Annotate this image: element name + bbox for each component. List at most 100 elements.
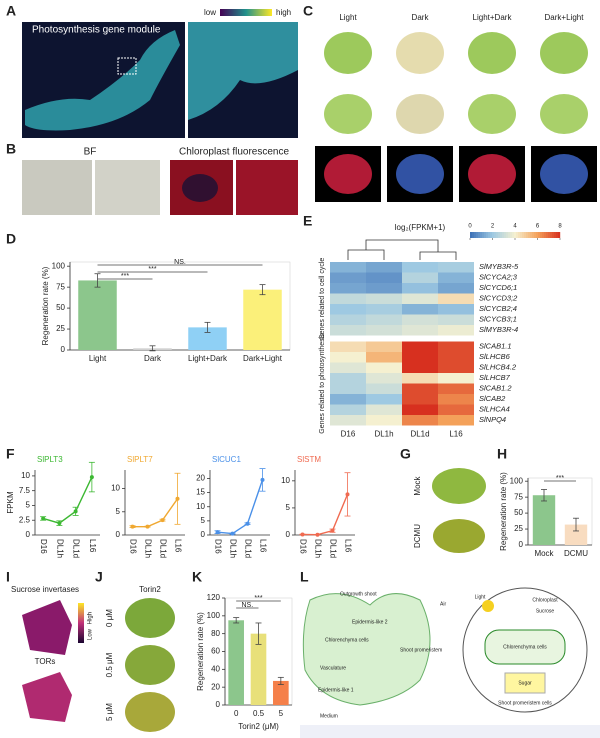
colorbar-cell [550,232,553,238]
colorbar-cell [488,232,491,238]
heat-cell [330,404,366,415]
heat-cell [438,262,474,273]
explant [324,154,372,194]
y-tick-label: 5 [116,507,121,516]
explant [324,32,372,74]
colorbar-cell [524,232,527,238]
point [230,531,235,536]
group-label: Genes related to cell cycle [319,258,326,340]
bar [243,289,282,350]
panel-label: I [6,569,10,585]
heat-cell [438,272,474,283]
panel-title: Photosynthesis gene module [32,25,161,36]
x-tick-label: D16 [213,539,222,554]
explant-diagram [302,593,431,706]
chart-title: SlPLT3 [37,455,63,464]
diagram-label: Air [440,601,446,607]
colorbar-cell [480,232,483,238]
line [302,494,349,536]
panel-title: Chloroplast fluorescence [179,147,289,158]
y-tick-label: 5 [201,516,206,525]
row-label: SlCAB1.1 [479,342,512,351]
explant [396,94,444,134]
diagram-label: Chloroplast [532,597,558,603]
explant [396,154,444,194]
x-tick-label: L16 [88,539,97,553]
point [345,492,350,497]
heat-cell [438,293,474,304]
zoom-box [117,57,137,75]
image-bf [95,160,160,215]
colorbar-cell [552,232,555,238]
explant [468,154,516,194]
panel-label: L [300,569,309,585]
heat-cell [438,394,474,405]
y-tick-label: 5 [286,503,291,512]
point [130,524,135,529]
heat-cell [366,341,402,352]
heat-cell [366,325,402,336]
colorbar-cell [558,232,561,238]
column-title: Light [339,13,357,22]
panel-label: E [303,213,312,229]
heat-cell [330,293,366,304]
bar [273,680,289,705]
heat-cell [366,404,402,415]
tissue [188,22,298,120]
heat-cell [402,362,438,373]
x-tick-label: D16 [298,539,307,554]
y-axis-label: FPKM [6,491,15,514]
panel-label: D [6,231,16,247]
point [73,509,78,514]
row-label: SlLHCA4 [479,405,510,414]
colorbar-cell [544,232,547,238]
heat-cell [438,352,474,363]
x-tick-label: Dark [144,354,162,363]
heat-cell [402,314,438,325]
row-label: SlCAB1.2 [479,384,512,393]
row-label: SlLHCB6 [479,352,511,361]
heat-cell [366,352,402,363]
bar [188,327,227,350]
row-label: SlCYCB3;1 [479,315,517,324]
point [260,477,265,482]
y-tick-label: 10 [111,484,120,493]
colorbar-tick-label: 2 [491,224,495,230]
explant [540,94,588,134]
colorbar-cell [536,232,539,238]
row-label: Mock [413,475,422,495]
x-tick-label: L16 [173,539,182,553]
y-tick-label: 100 [52,261,66,270]
colorbar-cell [540,232,543,238]
x-tick-label: DL1d [158,539,167,558]
heat-cell [330,304,366,315]
colorbar-cell [470,232,473,238]
chart-title: SlCUC1 [212,455,241,464]
explant [125,692,175,732]
colorbar-cell [494,232,497,238]
heat-cell [438,341,474,352]
y-tick-label: 0 [61,345,66,354]
row-label: DCMU [413,524,422,548]
heat-cell [330,394,366,405]
colorbar-cell [554,232,557,238]
y-tick-label: 25 [56,324,65,333]
colorbar-cell [528,232,531,238]
colorbar-cell [526,232,529,238]
heat-cell [438,362,474,373]
point [315,532,320,537]
x-tick-label: DL1h [143,539,152,558]
heat-cell [366,362,402,373]
panel-label: K [192,569,202,585]
x-axis-label: Torin2 (μM) [238,722,279,731]
dendrogram [347,239,457,260]
cell [484,629,566,665]
scale-high: high [276,8,291,17]
colorbar-cell [502,232,505,238]
heat-cell [330,362,366,373]
heat-cell [366,283,402,294]
heat-cell [330,383,366,394]
point [41,516,46,521]
y-tick-label: 20 [196,474,205,483]
panel-title: Sucrose invertases [11,585,79,594]
